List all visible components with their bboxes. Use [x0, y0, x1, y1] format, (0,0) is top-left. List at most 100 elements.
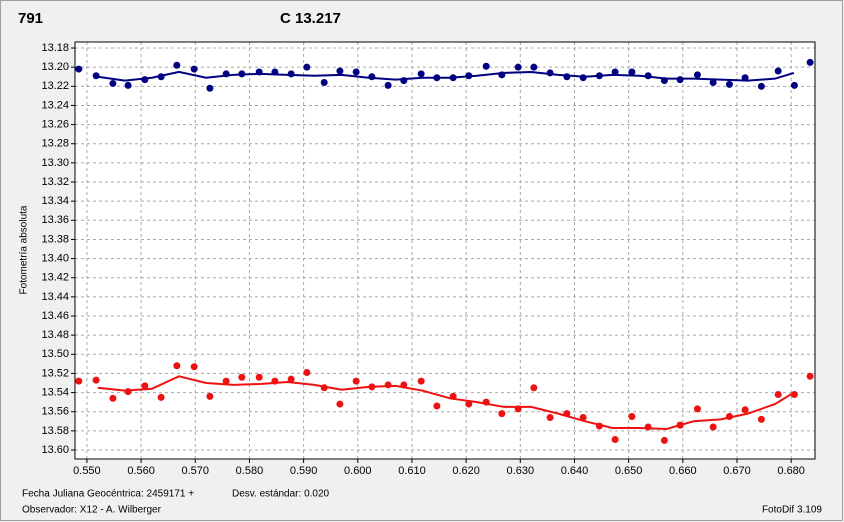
data-point [173, 61, 181, 69]
data-point [92, 376, 100, 384]
data-point [514, 63, 522, 71]
data-point [530, 63, 538, 71]
data-point [173, 362, 181, 370]
data-point [741, 406, 749, 414]
data-point [75, 65, 83, 73]
x-tick-label: 0.570 [181, 465, 209, 477]
data-point [433, 402, 441, 410]
footer-date: Fecha Juliana Geocéntrica: 2459171 + [22, 489, 194, 500]
x-tick-label: 0.600 [344, 465, 372, 477]
x-tick-label: 0.610 [398, 465, 426, 477]
data-point [141, 382, 149, 390]
x-tick-label: 0.630 [507, 465, 535, 477]
y-tick-label: 13.40 [41, 252, 69, 264]
data-point [644, 423, 652, 431]
x-tick-label: 0.650 [615, 465, 643, 477]
data-point [709, 78, 717, 86]
y-tick-label: 13.60 [41, 444, 69, 456]
y-tick-label: 13.34 [41, 195, 69, 207]
data-point [546, 413, 554, 421]
data-point [124, 81, 132, 89]
data-point [352, 377, 360, 385]
data-point [725, 80, 733, 88]
y-tick-label: 13.32 [41, 176, 69, 188]
y-tick-label: 13.18 [41, 42, 69, 54]
data-point [320, 78, 328, 86]
x-tick-label: 0.680 [777, 465, 805, 477]
x-tick-label: 0.590 [290, 465, 318, 477]
trend-line [97, 70, 795, 82]
chart-title: 791 [18, 10, 43, 27]
data-point [611, 435, 619, 443]
data-point [530, 384, 538, 392]
data-point [693, 71, 701, 79]
data-point [757, 415, 765, 423]
y-tick-label: 13.50 [41, 348, 69, 360]
data-point [417, 70, 425, 78]
chart-subtitle: C 13.217 [280, 10, 341, 27]
trend-line [97, 375, 795, 430]
data-point [190, 363, 198, 371]
data-point [774, 390, 782, 398]
data-point [303, 63, 311, 71]
data-point [628, 413, 636, 421]
data-point [709, 423, 717, 431]
data-point [109, 79, 117, 87]
data-point [75, 377, 83, 385]
y-tick-label: 13.26 [41, 119, 69, 131]
x-tick-label: 0.640 [561, 465, 589, 477]
data-point [774, 67, 782, 75]
y-tick-label: 13.52 [41, 367, 69, 379]
data-point [92, 72, 100, 80]
data-point [255, 373, 263, 381]
y-tick-label: 13.36 [41, 214, 69, 226]
data-point [628, 68, 636, 76]
x-tick-label: 0.550 [73, 465, 101, 477]
y-tick-label: 13.42 [41, 272, 69, 284]
x-tick-label: 0.660 [669, 465, 697, 477]
data-point [417, 377, 425, 385]
data-point [757, 82, 765, 90]
x-tick-label: 0.580 [236, 465, 264, 477]
y-axis-label: Fotometría absoluta [19, 205, 30, 294]
y-tick-label: 13.56 [41, 406, 69, 418]
data-point [287, 375, 295, 383]
data-point [611, 68, 619, 76]
data-point [206, 392, 214, 400]
footer-software: FotoDif 3.109 [762, 505, 822, 516]
data-point [206, 84, 214, 92]
data-point [222, 377, 230, 385]
data-point [806, 372, 814, 380]
footer-stddev: Desv. estándar: 0.020 [232, 489, 330, 500]
y-tick-label: 13.48 [41, 329, 69, 341]
y-tick-label: 13.22 [41, 80, 69, 92]
y-tick-label: 13.38 [41, 233, 69, 245]
data-point [287, 70, 295, 78]
data-point [109, 394, 117, 402]
data-point [482, 62, 490, 70]
x-tick-label: 0.560 [127, 465, 155, 477]
data-point [352, 68, 360, 76]
y-tick-label: 13.54 [41, 386, 69, 398]
y-tick-label: 13.58 [41, 425, 69, 437]
data-point [157, 393, 165, 401]
y-tick-label: 13.24 [41, 99, 69, 111]
data-point [336, 67, 344, 75]
data-point [384, 81, 392, 89]
data-point [806, 58, 814, 66]
data-point [124, 388, 132, 396]
data-point [498, 410, 506, 418]
y-tick-label: 13.30 [41, 157, 69, 169]
y-tick-label: 13.28 [41, 138, 69, 150]
y-tick-label: 13.44 [41, 291, 69, 303]
footer-observer: Observador: X12 - A. Wilberger [22, 505, 162, 516]
data-point [790, 81, 798, 89]
data-point [336, 400, 344, 408]
y-tick-label: 13.46 [41, 310, 69, 322]
data-point [660, 436, 668, 444]
x-tick-label: 0.670 [723, 465, 751, 477]
data-point [238, 373, 246, 381]
data-point [465, 400, 473, 408]
